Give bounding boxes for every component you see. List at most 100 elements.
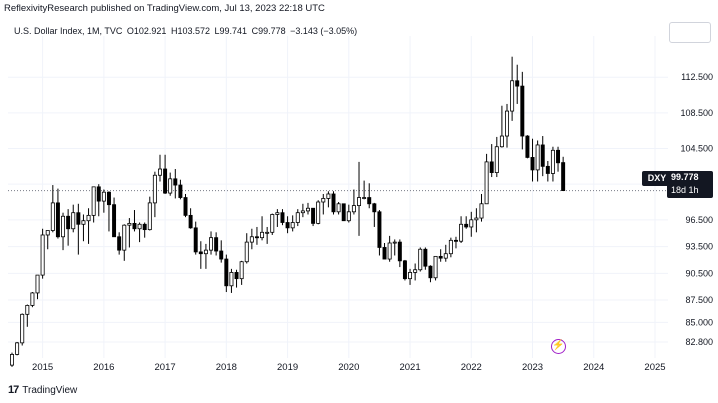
candle <box>357 161 361 236</box>
candle-body <box>515 80 520 87</box>
candle-body <box>377 211 382 248</box>
candle <box>50 185 55 233</box>
candle-body <box>326 193 331 199</box>
candle <box>285 216 290 234</box>
candle <box>219 240 224 263</box>
candle <box>10 352 14 367</box>
candle <box>173 169 178 199</box>
high-value: H103.572 <box>170 26 210 36</box>
candle <box>459 216 464 244</box>
candle <box>229 268 234 293</box>
candle <box>561 156 566 192</box>
candle <box>387 235 392 262</box>
candle-body <box>81 220 86 225</box>
candle-body <box>387 242 392 260</box>
candle <box>152 171 157 218</box>
tradingview-logo[interactable]: 17 TradingView <box>8 384 77 396</box>
time-tick-label: 2024 <box>583 362 604 373</box>
candle <box>214 232 219 256</box>
candle-body <box>127 222 132 226</box>
candle <box>71 204 76 233</box>
candle <box>96 184 101 217</box>
candle <box>137 222 142 243</box>
candle-body <box>91 186 96 216</box>
candle <box>556 146 561 172</box>
candle-body <box>438 255 443 259</box>
candle-body <box>362 197 367 199</box>
candle <box>132 210 137 232</box>
candle-body <box>260 231 265 239</box>
candle <box>438 249 443 262</box>
candle-body <box>545 165 550 174</box>
candle <box>321 193 326 215</box>
low-value: L99.741 <box>214 26 248 36</box>
candle-body <box>285 222 290 229</box>
candle <box>163 154 168 194</box>
candle <box>362 180 367 200</box>
candle-body <box>106 191 111 206</box>
candle-body <box>96 186 101 202</box>
candle-body <box>550 149 555 174</box>
candle-body <box>459 223 464 242</box>
candle-body <box>561 162 566 192</box>
candle-body <box>341 203 346 222</box>
change-value: −3.143 (−3.05%) <box>290 26 358 36</box>
candle-body <box>239 261 244 280</box>
candle-body <box>525 135 530 158</box>
candle <box>45 230 50 250</box>
candle-body <box>469 219 474 228</box>
candle <box>224 254 229 293</box>
symbol-legend: U.S. Dollar Index, 1M, TVC O102.921 H103… <box>14 26 359 36</box>
candle-body <box>101 191 106 202</box>
candle <box>550 146 555 182</box>
candle-body <box>275 212 280 215</box>
candle-body <box>152 174 157 204</box>
candle-body <box>556 149 561 164</box>
candle <box>101 189 106 213</box>
candle <box>35 274 40 300</box>
candle <box>91 186 96 223</box>
candle-body <box>443 253 448 259</box>
candle <box>188 208 193 229</box>
price-tick-label: 90.500 <box>685 268 713 278</box>
candle-body <box>71 212 76 230</box>
candle <box>117 232 122 255</box>
candle-body <box>188 214 193 229</box>
time-tick-label: 2025 <box>644 362 665 373</box>
candle-body <box>40 234 45 276</box>
candle-body <box>428 265 433 279</box>
candle <box>484 153 489 205</box>
candle <box>392 239 397 256</box>
candle <box>515 64 520 104</box>
candle-body <box>112 204 117 238</box>
symbol-name[interactable]: U.S. Dollar Index, 1M, TVC <box>14 26 123 36</box>
candle-body <box>484 161 489 205</box>
pane-control-button[interactable] <box>669 22 711 43</box>
lightning-icon[interactable]: ⚡ <box>551 339 566 354</box>
candle-body <box>61 215 66 238</box>
candle-body <box>280 212 285 223</box>
tradingview-mark-icon: 17 <box>8 384 19 396</box>
candle <box>464 216 469 229</box>
candle-body <box>505 110 509 137</box>
candle-body <box>20 313 25 344</box>
candle <box>336 202 341 215</box>
candle-body <box>331 193 336 213</box>
time-axis: 2015 2016 2017 2018 2019 2020 2021 2022 2023 2024… <box>32 362 666 373</box>
candle <box>520 71 525 150</box>
candle <box>372 202 377 227</box>
candle-body <box>219 250 224 260</box>
last-price-label: 99.778 18d 1h <box>667 171 713 198</box>
candle <box>474 208 479 233</box>
candle-body <box>265 231 270 234</box>
candles-group <box>10 56 566 367</box>
candle <box>545 160 550 182</box>
price-tick-label: 82.800 <box>685 337 713 347</box>
candle <box>112 197 117 238</box>
candle-body <box>178 184 183 198</box>
candle <box>331 191 336 215</box>
candle <box>290 215 295 232</box>
candle-body <box>117 236 122 251</box>
candle-body <box>290 222 295 229</box>
